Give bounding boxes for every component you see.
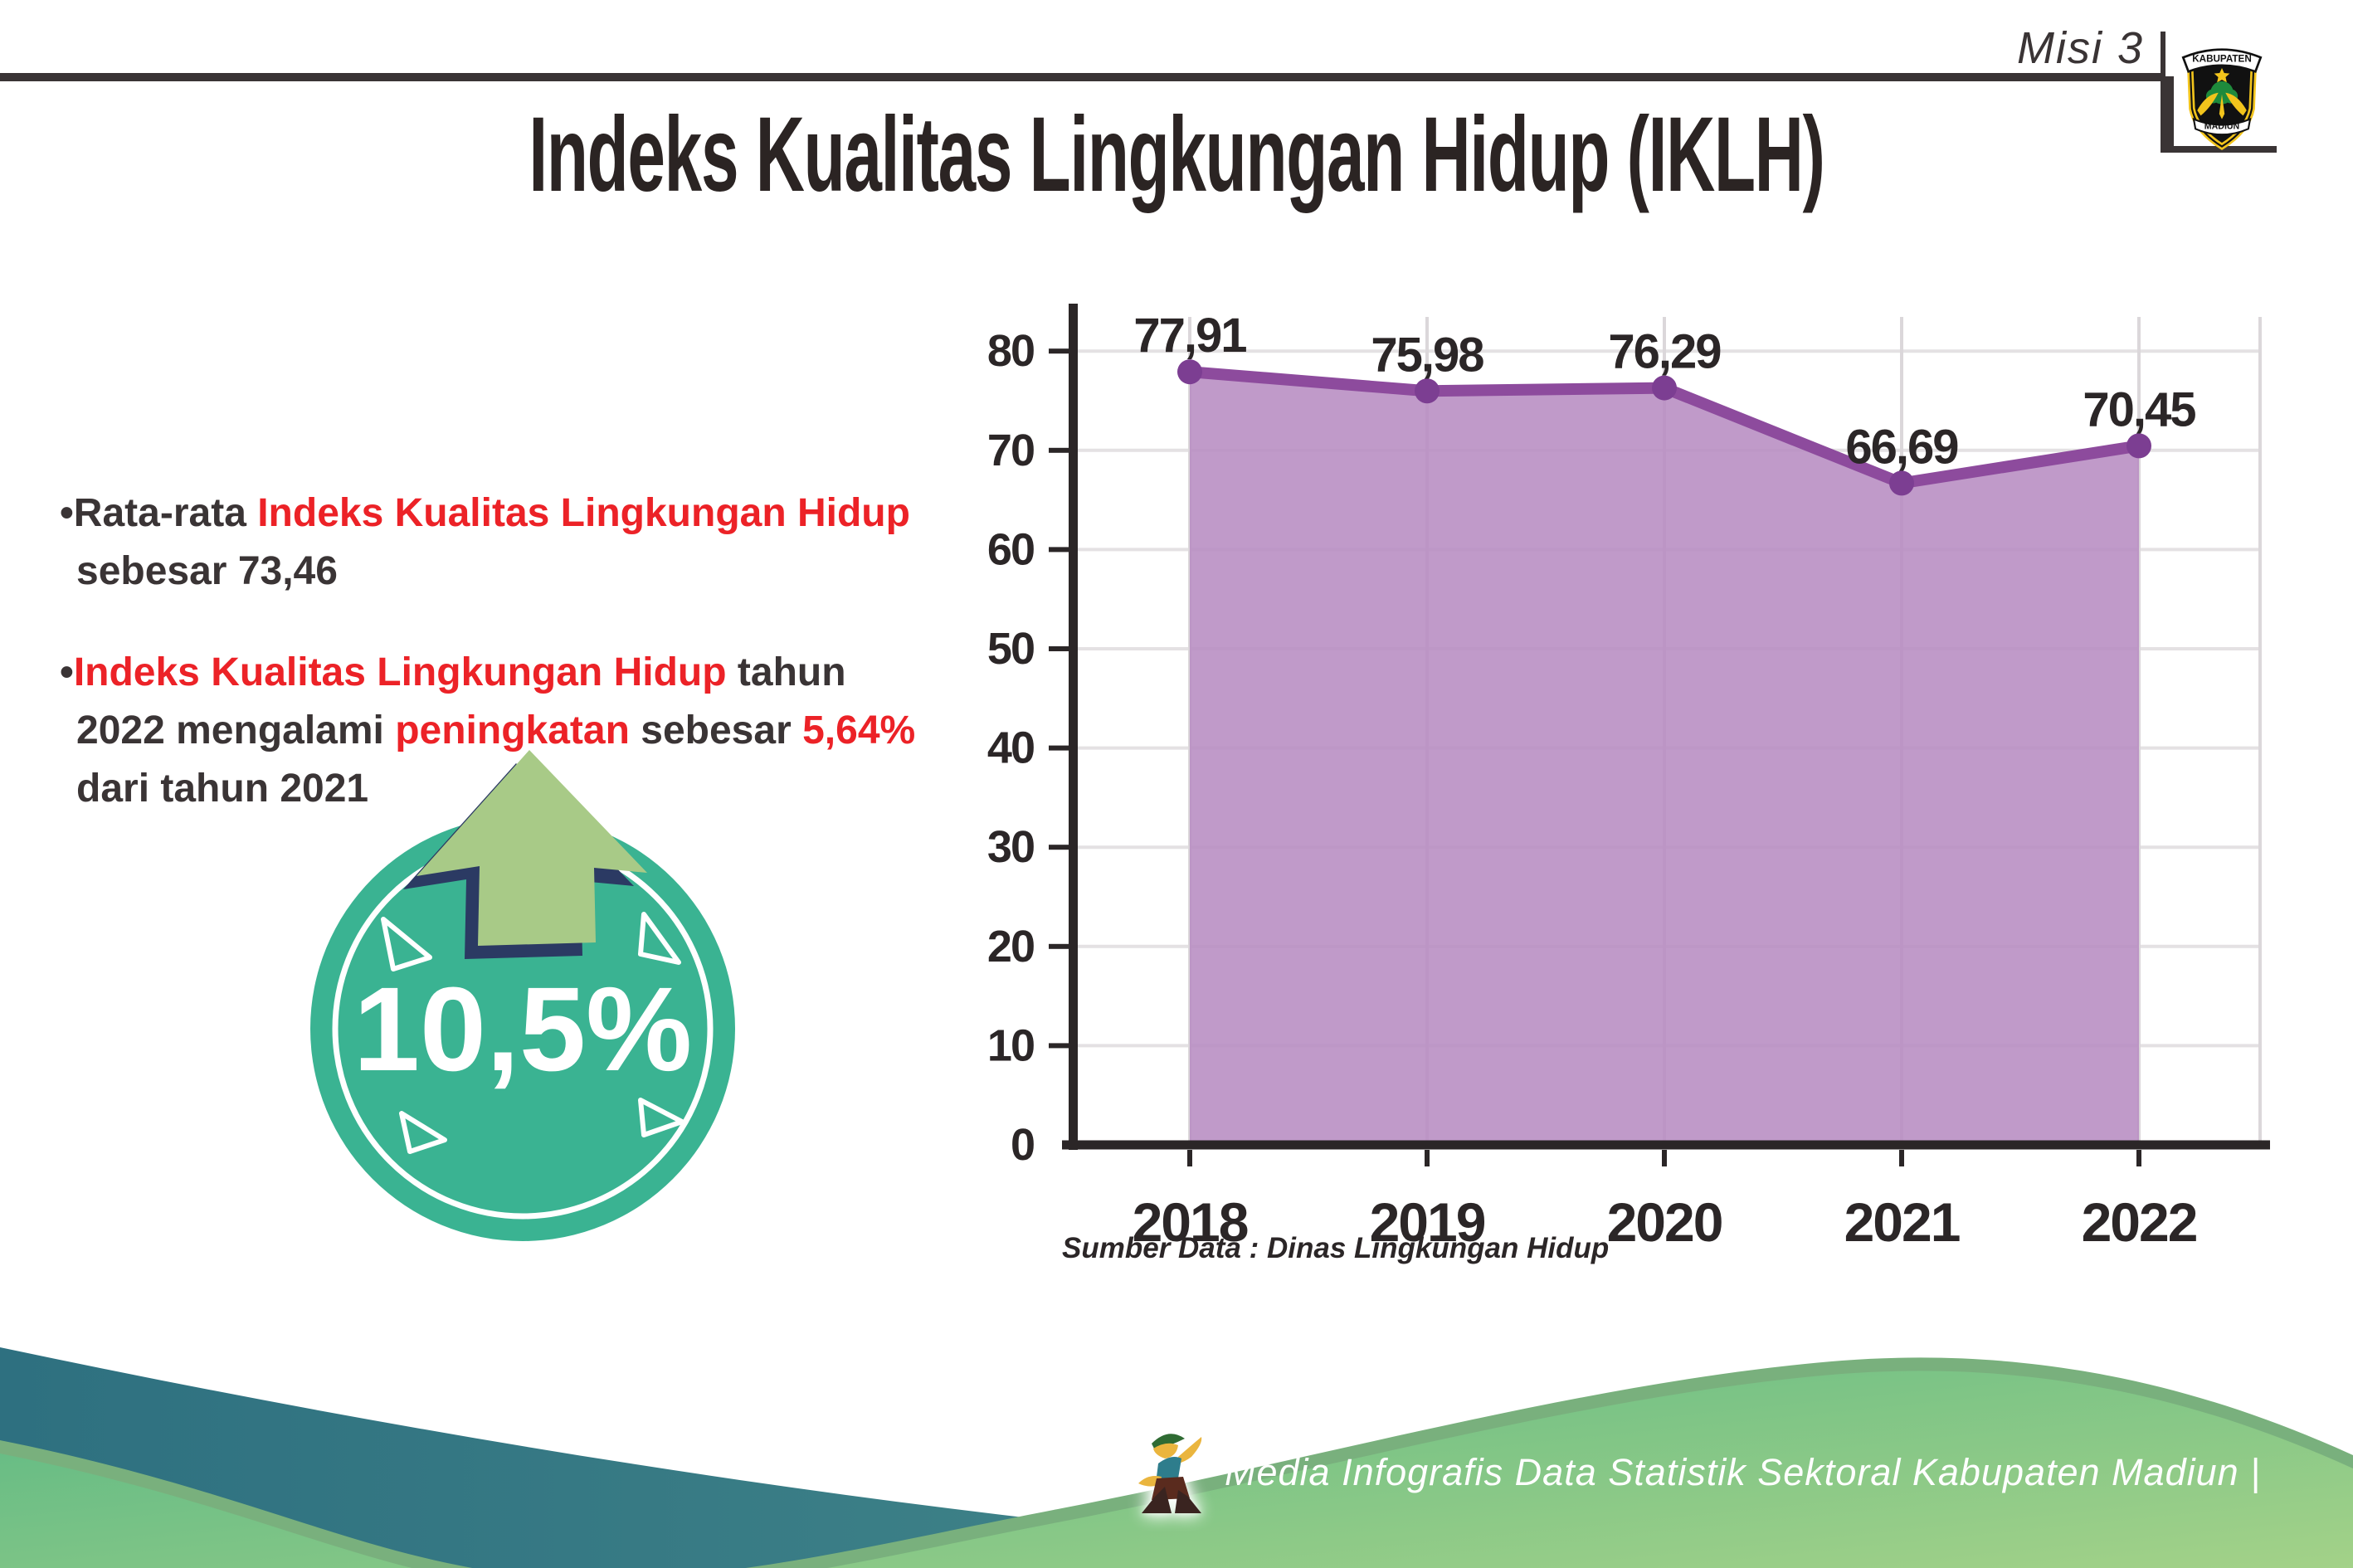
footer-waves [0,1347,2353,1568]
x-tick-label: 2020 [1607,1191,1722,1253]
up-arrow-icon [417,750,647,946]
x-tick-label: 2021 [1844,1191,1960,1253]
data-point [1652,375,1677,401]
y-tick-label: 40 [987,723,1034,773]
y-tick-label: 20 [987,922,1034,971]
sparkle-triangle-icon [638,912,681,965]
bullet-increase-2022: •Indeks Kualitas Lingkungan Hidup tahun … [60,650,916,811]
logo-bracket-vertical [2161,32,2165,151]
footer-credit: Media Infografis Data Statistik Sektoral… [1225,1452,2261,1493]
emblem-keris [2219,94,2225,119]
value-label: 77,91 [1133,309,1246,363]
dancer-mascot-icon [1138,1434,1202,1513]
y-tick-label: 80 [987,326,1034,376]
y-tick [1049,745,1069,751]
emblem-top-text: KABUPATEN [2192,54,2252,65]
source-note: Sumber Data : Dinas Lingkungan Hidup [1062,1231,1610,1264]
y-tick [1049,943,1069,949]
teal-wave [0,1347,1605,1568]
trend-line [1184,366,2145,489]
y-tick-label: 0 [1011,1120,1034,1170]
increase-badge: 10,5% [310,750,735,1241]
y-tick [1049,1043,1069,1049]
x-tick [1662,1150,1667,1166]
header-rule [0,73,2161,81]
bullet-average-iklh: •Rata-rata Indeks Kualitas Lingkungan Hi… [60,491,910,594]
logo-bracket-horizontal [2161,146,2277,153]
x-tick [2136,1150,2141,1166]
emblem-bottom-ribbon [2192,117,2252,136]
page-title: Indeks Kualitas Lingkungan Hidup (IKLH) [529,95,1824,214]
badge-value: 10,5% [353,962,692,1096]
logo-bracket-shadow [2165,76,2174,151]
y-tick-label: 30 [987,822,1034,872]
data-point [1889,470,1914,496]
y-tick [1049,845,1069,850]
y-tick-label: 10 [987,1020,1034,1070]
value-label: 75,98 [1371,328,1483,382]
data-point [1177,359,1202,385]
y-tick [1049,348,1069,354]
kabupaten-madiun-emblem-icon: KABUPATEN MADIUN [2181,48,2263,150]
y-tick-label: 50 [987,624,1034,674]
footer-credit-row: Media Infografis Data Statistik Sektoral… [1135,1430,2261,1517]
emblem-star [2214,68,2230,83]
emblem-wing-right [2225,92,2247,116]
green-wave [0,1371,2353,1568]
data-point [1415,378,1440,404]
x-tick [1425,1150,1430,1166]
y-tick-label: 60 [987,524,1034,574]
y-tick [1049,447,1069,453]
sparkle-triangle-icon [399,1111,447,1154]
emblem-wing-left [2197,92,2219,116]
x-tick-label: 2022 [2082,1191,2197,1253]
x-tick [1187,1150,1192,1166]
value-label: 70,45 [2083,382,2195,436]
y-tick-label: 70 [987,426,1034,475]
value-label: 66,69 [1845,420,1958,474]
x-axis [1062,1140,2270,1150]
badge-circle [310,816,735,1241]
misi-label: Misi 3 [2016,23,2144,73]
area-fill [1190,372,2139,1145]
emblem-top-ribbon [2181,48,2263,73]
key-points: •Rata-rata Indeks Kualitas Lingkungan Hi… [60,485,923,861]
y-tick [1049,547,1069,553]
data-point [2126,433,2151,459]
emblem-bottom-text: MADIUN [2204,121,2239,131]
value-label: 76,29 [1608,325,1721,379]
sparkle-triangle-icon [638,1098,684,1137]
y-axis [1069,304,1078,1150]
y-tick [1049,646,1069,651]
sparkle-triangle-icon [381,917,432,971]
x-tick [1899,1150,1904,1166]
